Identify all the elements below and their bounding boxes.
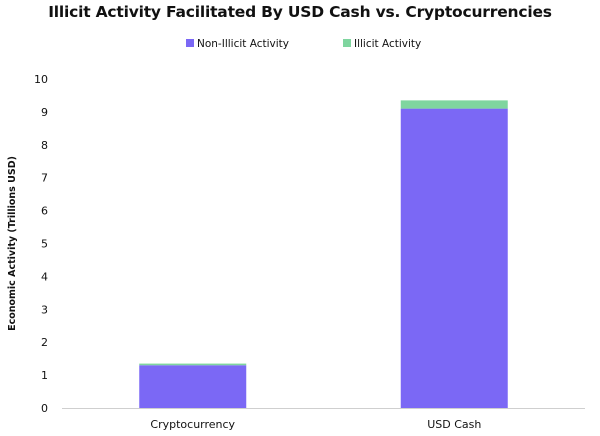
bar-illicit-usd-cash (400, 100, 508, 109)
legend-item-non-illicit: Non-Illicit Activity (186, 38, 289, 50)
y-tick-label: 1 (41, 369, 48, 382)
y-tick-label: 5 (41, 238, 48, 251)
y-tick-label: 7 (41, 172, 48, 185)
legend-swatch-non-illicit (186, 39, 194, 47)
y-tick-label: 4 (41, 270, 48, 283)
chart-title: Illicit Activity Facilitated By USD Cash… (48, 3, 552, 21)
legend-label-non-illicit: Non-Illicit Activity (197, 38, 289, 50)
legend-item-illicit: Illicit Activity (343, 38, 421, 50)
y-tick-label: 9 (41, 106, 48, 119)
legend: Non-Illicit Activity Illicit Activity (0, 38, 600, 52)
y-tick-label: 0 (41, 402, 48, 415)
legend-swatch-illicit (343, 39, 351, 47)
y-tick-label: 6 (41, 205, 48, 218)
bar-illicit-cryptocurrency (139, 363, 247, 366)
bar-non-illicit-cryptocurrency (139, 365, 247, 408)
y-tick-label: 3 (41, 303, 48, 316)
y-tick-label: 2 (41, 336, 48, 349)
y-axis-title: Economic Activity (Trillions USD) (7, 156, 18, 331)
x-tick-label: Cryptocurrency (150, 418, 235, 431)
x-tick-label: USD Cash (427, 418, 481, 431)
legend-label-illicit: Illicit Activity (354, 38, 422, 50)
y-tick-label: 10 (34, 73, 48, 86)
bar-non-illicit-usd-cash (400, 108, 508, 409)
y-tick-label: 8 (41, 139, 48, 152)
